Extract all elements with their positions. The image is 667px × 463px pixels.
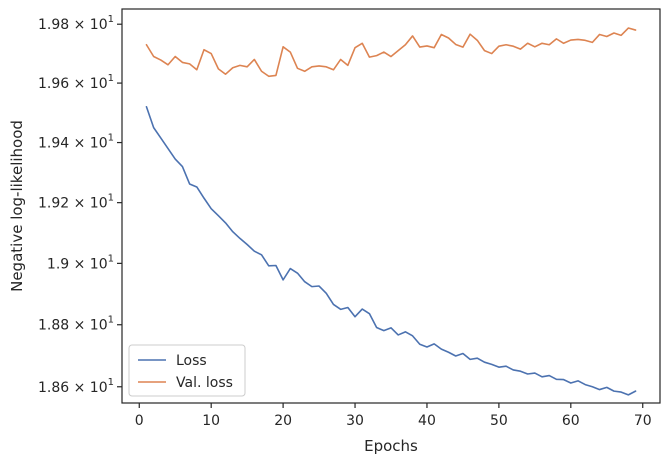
x-tick-label: 10 <box>202 413 220 429</box>
plot-frame <box>121 8 661 404</box>
y-tick-exponent: 1 <box>108 73 114 84</box>
legend-box <box>128 344 246 397</box>
y-tick-exponent: 1 <box>108 193 114 204</box>
y-tick-label: 1.9 × 101 <box>47 253 114 272</box>
x-tick-label: 70 <box>634 413 652 429</box>
x-tick-label: 50 <box>490 413 508 429</box>
y-tick-exponent: 1 <box>108 377 114 388</box>
y-axis-label: Negative log-likelihood <box>8 120 26 292</box>
series-line-loss <box>145 106 637 396</box>
y-tick-mantissa: 1.9 × 10 <box>47 256 108 272</box>
y-tick-exponent: 1 <box>108 315 114 326</box>
x-axis-label: Epochs <box>364 437 418 455</box>
y-tick-label: 1.96 × 101 <box>38 73 114 92</box>
plot-lines <box>145 27 637 396</box>
x-tick-label: 0 <box>135 413 144 429</box>
legend: Loss Val. loss <box>128 344 246 397</box>
y-tick-mantissa: 1.96 × 10 <box>38 76 108 92</box>
y-tick-mantissa: 1.94 × 10 <box>38 136 108 152</box>
y-tick-mantissa: 1.88 × 10 <box>38 318 108 334</box>
x-tick-label: 60 <box>562 413 580 429</box>
y-tick-mantissa: 1.98 × 10 <box>38 17 108 33</box>
y-tick-exponent: 1 <box>108 14 114 25</box>
series-line-val-loss <box>145 27 637 78</box>
y-tick-label: 1.88 × 101 <box>38 315 114 334</box>
y-tick-mantissa: 1.86 × 10 <box>38 380 108 396</box>
y-tick-exponent: 1 <box>108 133 114 144</box>
x-tick-label: 20 <box>274 413 292 429</box>
legend-label: Val. loss <box>176 375 233 391</box>
x-axis-ticks: 0 10 20 30 40 50 60 70 <box>135 403 652 429</box>
legend-label: Loss <box>176 353 207 369</box>
y-tick-label: 1.86 × 101 <box>38 377 114 396</box>
y-tick-mantissa: 1.92 × 10 <box>38 196 108 212</box>
y-tick-exponent: 1 <box>108 253 114 264</box>
y-tick-label: 1.94 × 101 <box>38 133 114 152</box>
y-tick-label: 1.92 × 101 <box>38 193 114 212</box>
y-tick-label: 1.98 × 101 <box>38 14 114 33</box>
x-tick-label: 40 <box>418 413 436 429</box>
x-tick-label: 30 <box>346 413 364 429</box>
